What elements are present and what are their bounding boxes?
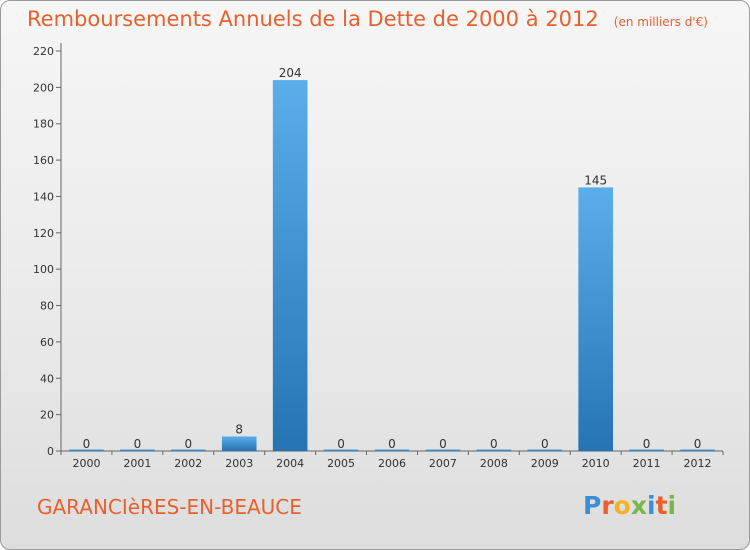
data-label: 8	[235, 422, 243, 436]
x-tick-label: 2012	[684, 457, 712, 470]
y-tick-label: 100	[33, 263, 54, 276]
data-label: 0	[490, 437, 498, 451]
bars	[69, 80, 715, 451]
x-tick-label: 2000	[72, 457, 100, 470]
x-tick-label: 2004	[276, 457, 304, 470]
logo-letter: t	[655, 491, 668, 520]
y-tick-label: 140	[33, 190, 54, 203]
x-tick-label: 2005	[327, 457, 355, 470]
y-tick-label: 80	[40, 300, 54, 313]
data-label: 0	[541, 437, 549, 451]
x-tick-label: 2003	[225, 457, 253, 470]
y-tick-label: 40	[40, 372, 54, 385]
commune-name: GARANCIèRES-EN-BEAUCE	[37, 495, 302, 519]
x-tick-label: 2009	[531, 457, 559, 470]
bar	[170, 449, 206, 451]
data-label: 0	[439, 437, 447, 451]
y-tick-label: 120	[33, 227, 54, 240]
data-label: 204	[279, 66, 302, 80]
data-label: 0	[694, 437, 702, 451]
data-labels: 0 0 0 8 204 0 0 0 0 0 145 0 0	[83, 66, 702, 451]
y-tick-label: 220	[33, 45, 54, 58]
data-label: 0	[337, 437, 345, 451]
x-tick-label: 2006	[378, 457, 406, 470]
logo-letter: x	[630, 491, 647, 520]
y-tick-label: 0	[47, 445, 54, 458]
x-tick-label: 2002	[174, 457, 202, 470]
chart-title-text: Remboursements Annuels de la Dette de 20…	[27, 7, 599, 31]
x-tick-label: 2011	[633, 457, 661, 470]
y-tick-label: 160	[33, 154, 54, 167]
data-label: 0	[83, 437, 91, 451]
x-tick-label: 2008	[480, 457, 508, 470]
bar	[629, 449, 664, 451]
bar	[527, 449, 563, 451]
bar	[120, 449, 155, 451]
bar	[69, 449, 104, 451]
data-label: 0	[184, 437, 192, 451]
bar	[374, 449, 410, 451]
x-tick-label: 2010	[582, 457, 610, 470]
bar	[680, 449, 715, 451]
chart-unit-text: (en milliers d'€)	[613, 15, 708, 29]
chart-title: Remboursements Annuels de la Dette de 20…	[27, 7, 708, 31]
y-tick-label: 200	[33, 81, 54, 94]
data-label: 0	[388, 437, 396, 451]
x-tick-label: 2001	[123, 457, 151, 470]
logo-letter: o	[613, 491, 631, 520]
data-label: 0	[134, 437, 142, 451]
x-tick-label: 2007	[429, 457, 457, 470]
bar	[476, 449, 512, 451]
logo-letter: i	[667, 491, 677, 520]
data-label: 145	[584, 173, 607, 187]
bar	[425, 449, 461, 451]
bar	[221, 436, 257, 451]
bar	[272, 80, 308, 451]
y-tick-label: 60	[40, 336, 54, 349]
logo-letter: i	[647, 491, 656, 520]
y-tick-label: 20	[40, 409, 54, 422]
proxiti-logo: Proxiti	[583, 491, 676, 520]
logo-letter: r	[601, 491, 614, 520]
bar	[578, 187, 614, 451]
y-tick-label: 180	[33, 118, 54, 131]
logo-letter: P	[583, 491, 602, 520]
bar	[323, 449, 359, 451]
data-label: 0	[643, 437, 651, 451]
